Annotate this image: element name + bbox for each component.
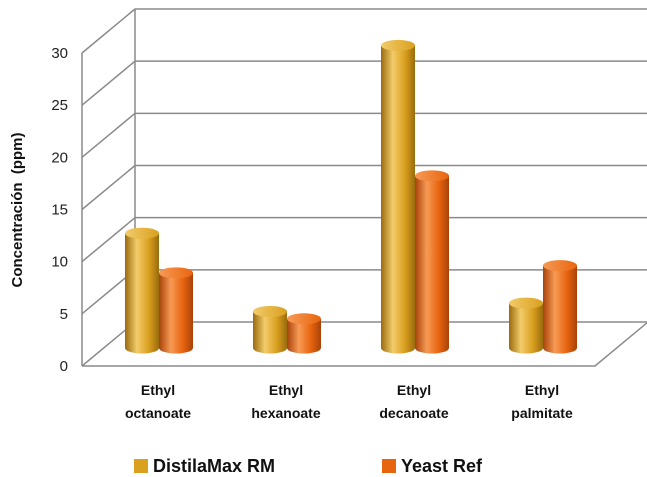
bar-distilamax xyxy=(125,227,159,354)
y-tick-label: 0 xyxy=(60,358,68,375)
category-label: Ethyl xyxy=(397,382,431,398)
bar-cap xyxy=(125,227,159,239)
category-label: decanoate xyxy=(379,405,448,421)
gridline xyxy=(81,216,647,263)
bar-yeast-ref xyxy=(543,260,577,354)
bar-body xyxy=(287,318,321,354)
bar-cap xyxy=(159,267,193,279)
category-label: hexanoate xyxy=(251,405,320,421)
y-axis-ticks: 0 5 10 15 20 25 30 xyxy=(51,45,68,375)
bar-yeast-ref xyxy=(287,313,321,354)
y-tick-label: 5 xyxy=(60,306,68,323)
bar-distilamax xyxy=(509,297,543,354)
y-tick-label: 25 xyxy=(51,97,68,114)
category-label: Ethyl xyxy=(141,382,175,398)
y-tick-label: 20 xyxy=(51,149,68,166)
bar-cap xyxy=(509,297,543,309)
y-tick-label: 15 xyxy=(51,202,68,219)
legend-label: DistilaMax RM xyxy=(153,456,275,476)
gridline xyxy=(81,60,647,106)
bar-body xyxy=(415,175,449,354)
category-label: Ethyl xyxy=(269,382,303,398)
bar-body xyxy=(253,311,287,354)
bar-body xyxy=(509,303,543,354)
bar-cap xyxy=(287,313,321,325)
bar-cap xyxy=(253,305,287,317)
bar-cap xyxy=(543,260,577,272)
bar-distilamax xyxy=(381,39,415,354)
bar-body xyxy=(159,272,193,354)
category-label: Ethyl xyxy=(525,382,559,398)
gridline xyxy=(81,112,647,158)
gridline xyxy=(81,8,647,54)
bar-yeast-ref xyxy=(159,267,193,354)
y-tick-label: 30 xyxy=(51,45,68,62)
floor-outline xyxy=(82,321,647,367)
category-label: palmitate xyxy=(511,405,573,421)
bars xyxy=(125,39,577,354)
x-axis-categories: Ethyl octanoate Ethyl hexanoate Ethyl decanoa… xyxy=(125,382,573,421)
bar-body xyxy=(543,265,577,354)
bar-distilamax xyxy=(253,305,287,354)
y-tick-label: 10 xyxy=(51,254,68,271)
legend-label: Yeast Ref xyxy=(401,456,483,476)
bar-cap xyxy=(415,170,449,182)
legend: DistilaMax RM Yeast Ref xyxy=(134,456,483,476)
bar-cap xyxy=(381,39,415,51)
bar-body xyxy=(125,233,159,354)
category-label: octanoate xyxy=(125,405,191,421)
gridline xyxy=(81,164,647,211)
bar-body xyxy=(381,45,415,354)
legend-swatch xyxy=(134,459,148,473)
y-axis-label: Concentración (ppm) xyxy=(9,132,26,287)
legend-swatch xyxy=(382,459,396,473)
bar-yeast-ref xyxy=(415,170,449,354)
